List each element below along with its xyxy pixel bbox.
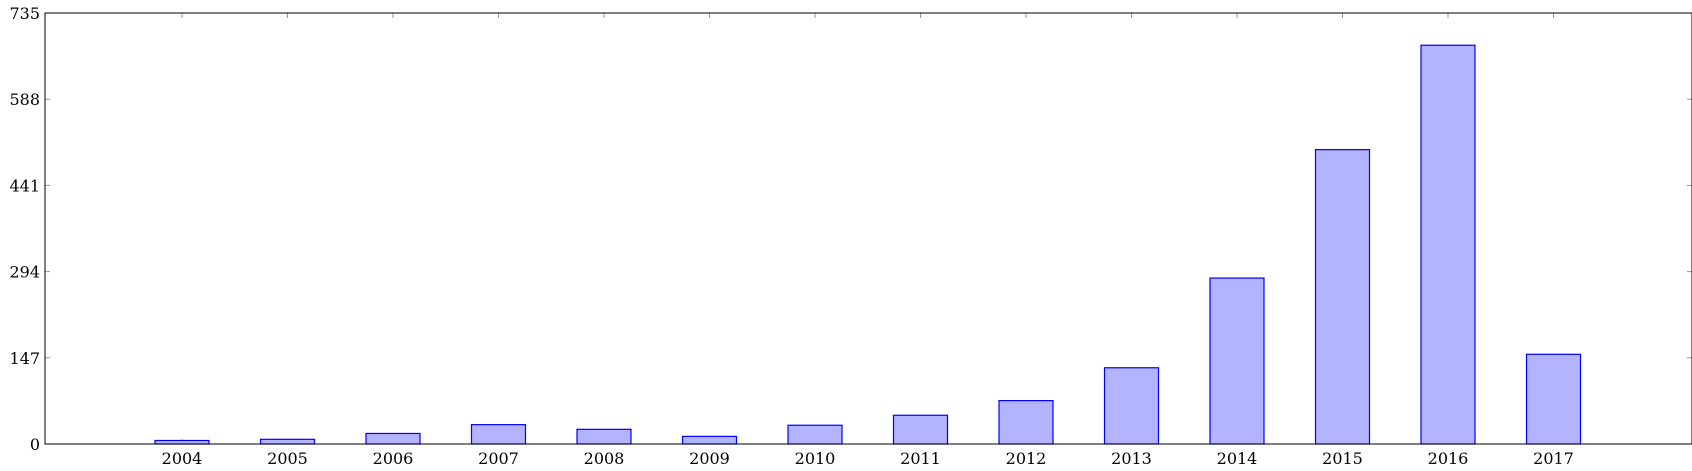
- plot-frame: [44, 12, 1692, 445]
- bar-2008: [576, 428, 632, 445]
- x-tick-label: 2011: [900, 449, 941, 468]
- x-tick-label: 2005: [267, 449, 308, 468]
- y-tick-label: 441: [9, 176, 40, 195]
- bar-2004: [154, 439, 210, 445]
- bar-2006: [365, 432, 421, 445]
- y-tick-label: 588: [9, 90, 40, 109]
- x-tick-label: 2015: [1322, 449, 1363, 468]
- x-tick-label: 2016: [1428, 449, 1469, 468]
- x-tick-label: 2009: [689, 449, 730, 468]
- bar-2009: [681, 435, 738, 445]
- x-tick-label: 2004: [162, 449, 203, 468]
- x-tick-label: 2017: [1533, 449, 1574, 468]
- y-tick-labels: 0 147 294 441 588 735: [9, 4, 40, 454]
- bar-2016: [1420, 44, 1476, 445]
- bar-2005: [259, 438, 316, 445]
- y-tick-label: 735: [9, 4, 40, 23]
- bars: [154, 44, 1582, 445]
- x-tick-label: 2007: [478, 449, 519, 468]
- x-tick-label: 2010: [795, 449, 836, 468]
- bar-2017: [1525, 353, 1582, 445]
- bar-2013: [1103, 367, 1160, 445]
- bar-2014: [1209, 277, 1265, 445]
- y-tick-label: 147: [9, 349, 40, 368]
- x-tick-label: 2013: [1111, 449, 1152, 468]
- x-tick-label: 2014: [1217, 449, 1258, 468]
- x-tick-label: 2006: [373, 449, 414, 468]
- x-tick-labels: 2004 2005 2006 2007 2008 2009 2010 2011 2012 2013…: [162, 449, 1574, 468]
- bar-2011: [892, 414, 949, 445]
- bar-2012: [998, 400, 1054, 445]
- x-tick-label: 2008: [584, 449, 625, 468]
- y-tick-label: 294: [9, 263, 40, 282]
- bar-2010: [787, 424, 843, 445]
- x-tick-label: 2012: [1006, 449, 1047, 468]
- y-tick-label: 0: [30, 435, 40, 454]
- bar-2007: [470, 424, 527, 445]
- bar-2015: [1314, 149, 1371, 445]
